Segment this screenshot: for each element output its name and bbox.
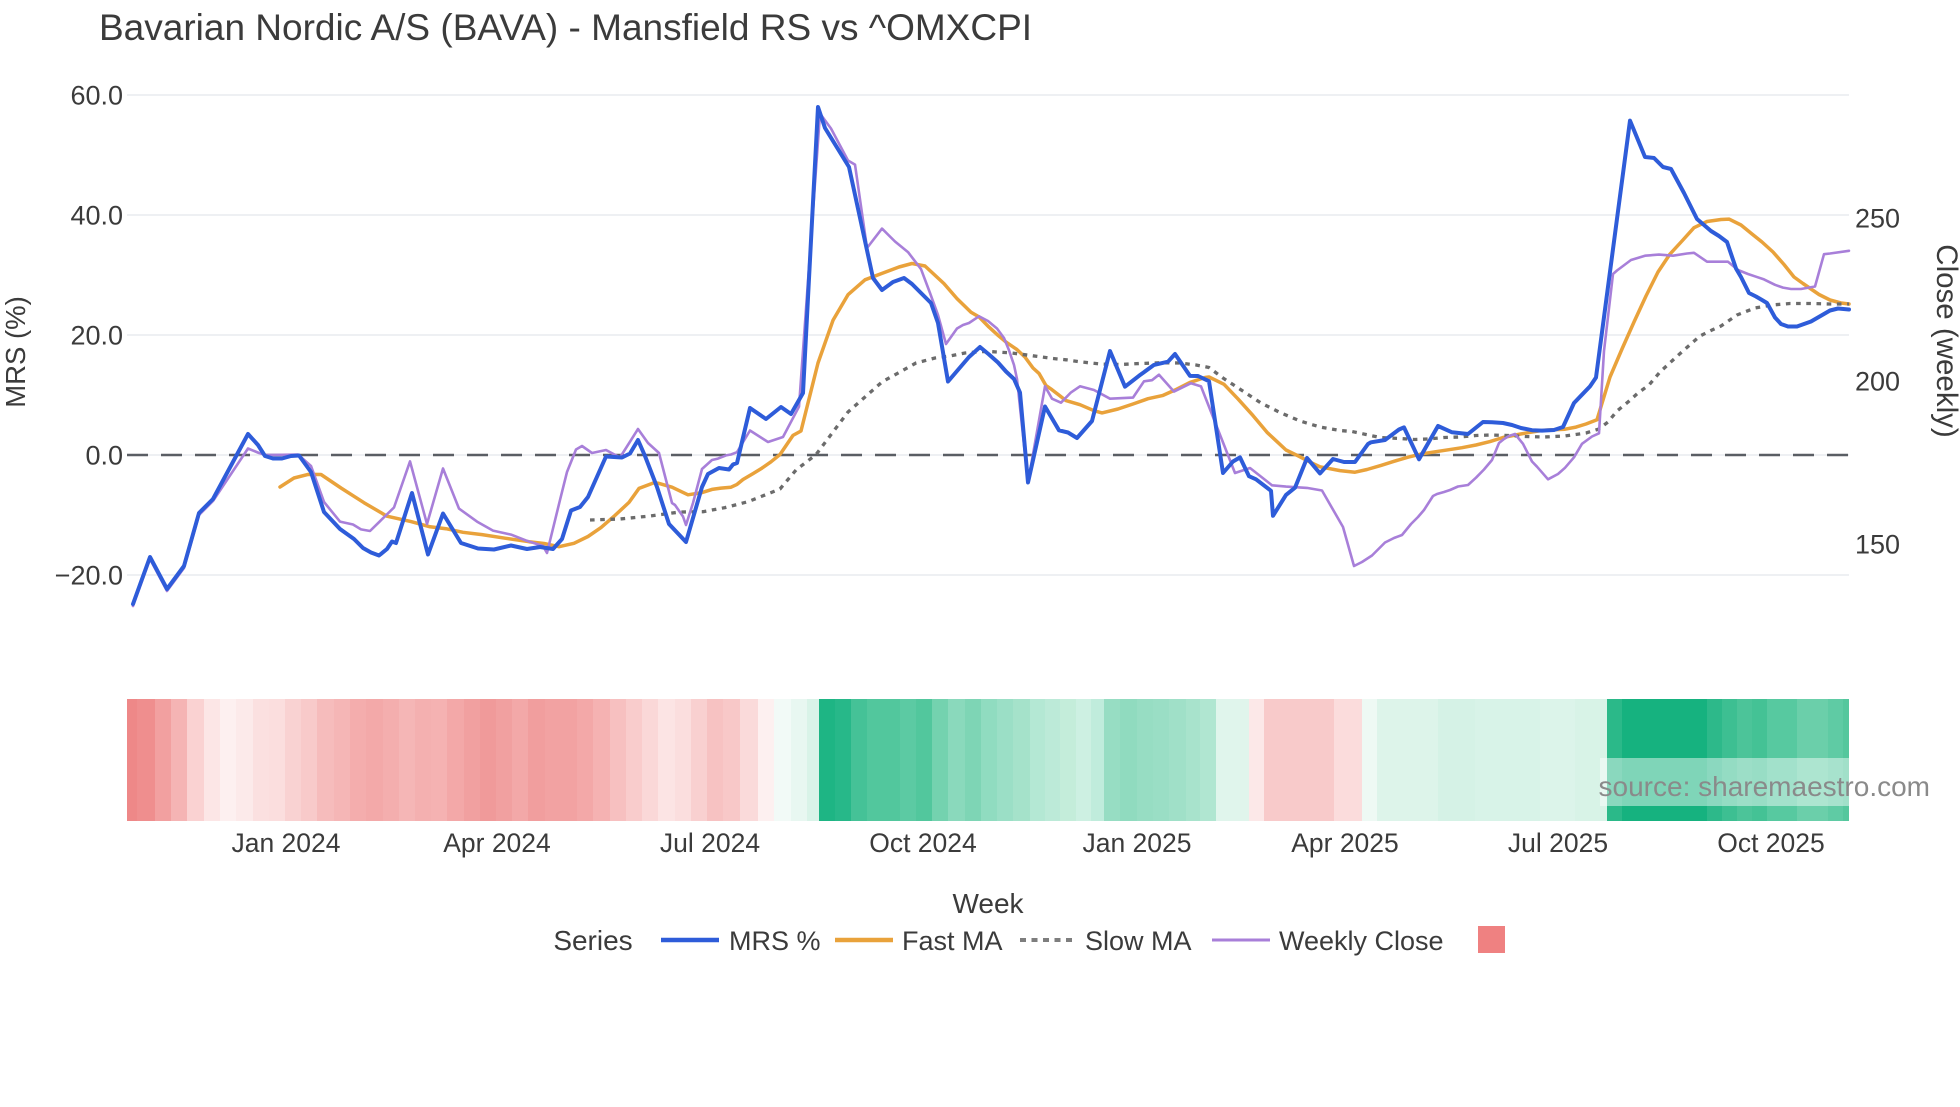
svg-text:Jan 2025: Jan 2025 [1082,828,1191,858]
svg-text:Jul 2025: Jul 2025 [1508,828,1608,858]
svg-text:Slow MA: Slow MA [1085,926,1192,956]
svg-text:Weekly Close: Weekly Close [1279,926,1444,956]
svg-text:Apr 2024: Apr 2024 [443,828,551,858]
svg-text:Apr 2025: Apr 2025 [1291,828,1399,858]
svg-text:MRS %: MRS % [729,926,821,956]
svg-text:250: 250 [1855,204,1900,234]
svg-text:Bavarian Nordic A/S (BAVA) - M: Bavarian Nordic A/S (BAVA) - Mansfield R… [99,7,1032,48]
svg-text:Close (weekly): Close (weekly) [1930,244,1960,437]
svg-text:MRS (%): MRS (%) [0,296,31,408]
svg-text:Oct 2025: Oct 2025 [1717,828,1825,858]
svg-text:source: sharemaestro.com: source: sharemaestro.com [1599,771,1930,802]
svg-text:200: 200 [1855,367,1900,397]
svg-text:Oct 2024: Oct 2024 [869,828,977,858]
svg-text:Series: Series [553,925,632,956]
svg-text:−20.0: −20.0 [55,561,123,591]
svg-text:0.0: 0.0 [85,441,123,471]
svg-text:20.0: 20.0 [70,321,123,351]
svg-text:Week: Week [952,888,1024,919]
svg-text:Jul 2024: Jul 2024 [660,828,760,858]
svg-text:40.0: 40.0 [70,201,123,231]
svg-text:Jan 2024: Jan 2024 [231,828,340,858]
svg-text:150: 150 [1855,530,1900,560]
svg-text:Fast MA: Fast MA [902,926,1003,956]
svg-text:60.0: 60.0 [70,81,123,111]
